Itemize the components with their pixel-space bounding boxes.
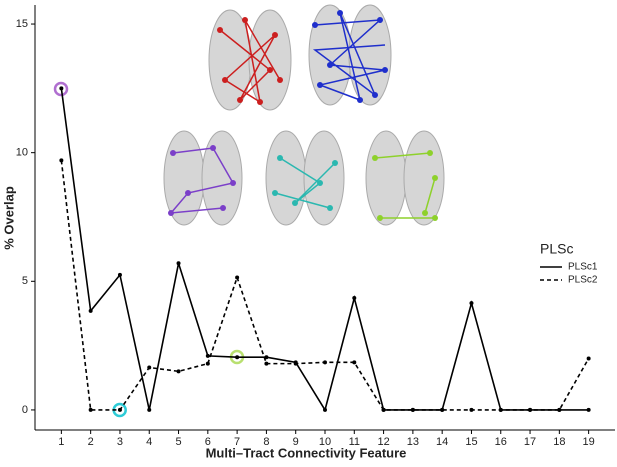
point bbox=[88, 407, 93, 412]
point bbox=[352, 360, 357, 365]
point bbox=[59, 158, 64, 163]
x-tick-label: 4 bbox=[146, 436, 152, 448]
x-tick-label: 10 bbox=[319, 436, 331, 448]
point bbox=[586, 356, 591, 361]
x-tick-label: 19 bbox=[583, 436, 595, 448]
point bbox=[410, 407, 415, 412]
x-tick-label: 17 bbox=[524, 436, 536, 448]
brain-images bbox=[163, 4, 445, 226]
point bbox=[264, 355, 269, 360]
point bbox=[176, 261, 181, 266]
y-tick-label: 0 bbox=[22, 404, 28, 416]
x-tick-label: 13 bbox=[407, 436, 419, 448]
y-axis-label: % Overlap bbox=[1, 186, 16, 250]
point bbox=[88, 308, 93, 313]
legend-label: PLSc2 bbox=[568, 275, 598, 286]
point bbox=[117, 407, 122, 412]
point bbox=[469, 407, 474, 412]
y-tick-label: 15 bbox=[16, 18, 28, 30]
point bbox=[440, 407, 445, 412]
x-tick-label: 12 bbox=[377, 436, 389, 448]
x-tick-label: 6 bbox=[205, 436, 211, 448]
brain-red bbox=[208, 9, 292, 111]
y-tick-label: 5 bbox=[22, 275, 28, 287]
highlight-circle bbox=[53, 81, 69, 97]
x-tick-label: 5 bbox=[175, 436, 181, 448]
point bbox=[205, 361, 210, 366]
y-tick-label: 10 bbox=[16, 147, 28, 159]
x-tick-label: 15 bbox=[465, 436, 477, 448]
brain-blue bbox=[308, 4, 392, 106]
point bbox=[557, 407, 562, 412]
x-tick-label: 18 bbox=[553, 436, 565, 448]
point bbox=[59, 86, 64, 91]
brain-green bbox=[365, 130, 445, 226]
brain-purple bbox=[163, 130, 243, 226]
x-tick-label: 3 bbox=[117, 436, 123, 448]
point bbox=[147, 365, 152, 370]
point bbox=[264, 361, 269, 366]
point bbox=[528, 407, 533, 412]
x-tick-label: 2 bbox=[88, 436, 94, 448]
x-axis-label: Multi–Tract Connectivity Feature bbox=[206, 445, 407, 460]
point bbox=[469, 301, 474, 306]
x-tick-label: 11 bbox=[349, 436, 360, 448]
point bbox=[147, 407, 152, 412]
x-tick-label: 8 bbox=[263, 436, 269, 448]
point bbox=[352, 296, 357, 301]
legend-label: PLSc1 bbox=[568, 262, 598, 273]
point bbox=[498, 407, 503, 412]
point bbox=[323, 360, 327, 365]
x-tick-label: 1 bbox=[58, 436, 64, 448]
point bbox=[323, 407, 327, 412]
x-tick-label: 9 bbox=[293, 436, 299, 448]
brain-teal bbox=[265, 130, 345, 226]
point bbox=[235, 355, 240, 360]
x-tick-label: 14 bbox=[436, 436, 448, 448]
point bbox=[205, 353, 210, 358]
point bbox=[293, 361, 298, 366]
x-tick-label: 7 bbox=[234, 436, 240, 448]
legend-title: PLSc bbox=[540, 241, 573, 257]
point bbox=[176, 369, 181, 374]
point bbox=[586, 407, 591, 412]
point bbox=[235, 275, 240, 280]
point bbox=[381, 407, 386, 412]
x-tick-label: 16 bbox=[495, 436, 507, 448]
point bbox=[117, 272, 122, 277]
